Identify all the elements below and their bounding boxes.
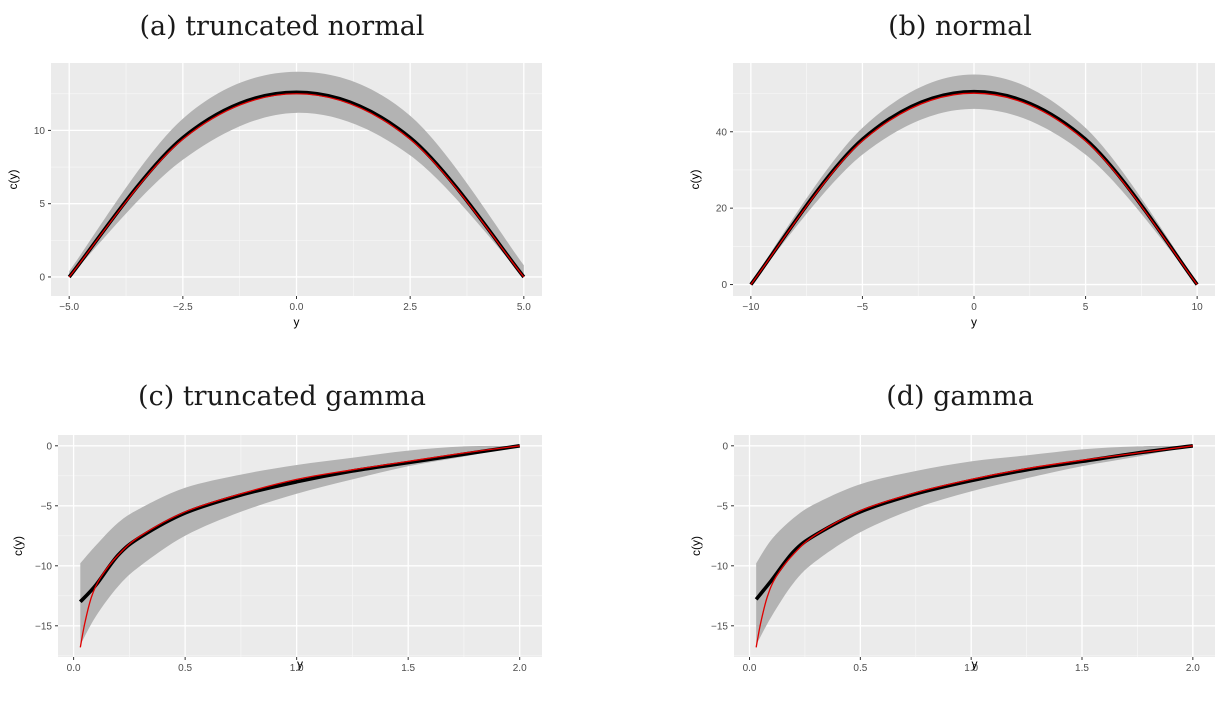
panel-title: (d) gamma	[886, 381, 1034, 412]
confidence-band	[80, 445, 520, 645]
x-tick-label: −5	[857, 302, 869, 313]
x-tick-label: 2.0	[513, 663, 527, 674]
x-tick-label: 0.0	[67, 663, 81, 674]
x-tick-label: 1.0	[964, 663, 978, 674]
x-axis-label: y	[297, 657, 303, 671]
x-tick-label: 0	[971, 302, 977, 313]
y-axis-label: c(y)	[689, 536, 703, 556]
y-tick-label: −5	[717, 501, 729, 512]
y-tick-label: 40	[716, 127, 728, 138]
true-curve-line	[750, 92, 1198, 285]
y-tick-label: 20	[716, 204, 728, 215]
y-tick-label: −5	[41, 501, 53, 512]
x-tick-label: 2.0	[1186, 663, 1200, 674]
y-tick-label: 5	[39, 199, 45, 210]
y-tick-label: −15	[35, 621, 52, 632]
y-tick-label: −10	[711, 561, 728, 572]
x-tick-label: 0.0	[290, 302, 304, 313]
estimate-line	[754, 444, 1194, 601]
x-tick-label: 2.5	[403, 302, 417, 313]
y-tick-label: −10	[35, 561, 52, 572]
true-curve-line	[79, 445, 520, 648]
y-axis-label: c(y)	[688, 170, 702, 190]
confidence-band	[69, 71, 524, 277]
y-tick-label: −15	[711, 621, 728, 632]
x-tick-label: −2.5	[173, 302, 193, 313]
y-tick-label: 0	[46, 441, 52, 452]
x-tick-label: −10	[742, 302, 759, 313]
x-tick-label: 5	[1083, 302, 1089, 313]
x-tick-label: 0.0	[743, 663, 757, 674]
y-tick-label: 10	[34, 126, 46, 137]
x-tick-label: 10	[1192, 302, 1204, 313]
confidence-band	[756, 445, 1193, 645]
panel-title: (b) normal	[888, 11, 1032, 42]
panel-d: (d) gamma 0.0 0.5 1.0 1.5 2.0 0 −5 −10 −15 y c(y)	[689, 381, 1215, 674]
panel-a: (a) truncated normal −5.0 −2.5 0.0 2.5 5.0 0 5 1…	[6, 11, 542, 329]
panel-b: (b) normal −10 −5 0 5 10 0 20 40 y c(y)	[688, 11, 1215, 329]
y-tick-label: 0	[721, 280, 727, 291]
x-axis-label: y	[971, 315, 977, 329]
panel-title: (c) truncated gamma	[138, 381, 426, 412]
x-tick-label: 1.5	[401, 663, 415, 674]
y-axis-label: c(y)	[6, 170, 20, 190]
y-axis-label: c(y)	[11, 536, 25, 556]
x-tick-label: 0.5	[178, 663, 192, 674]
x-tick-label: −5.0	[59, 302, 79, 313]
y-tick-label: 0	[39, 272, 45, 283]
panel-title: (a) truncated normal	[139, 11, 424, 42]
true-curve-line	[68, 93, 525, 278]
x-tick-label: 1.5	[1075, 663, 1089, 674]
true-curve-line	[755, 445, 1193, 648]
x-axis-label: y	[972, 657, 978, 671]
y-tick-label: 0	[722, 441, 728, 452]
x-tick-label: 1.0	[290, 663, 304, 674]
x-axis-label: y	[294, 315, 300, 329]
panel-c: (c) truncated gamma 0.0 0.5 1.0 1.5 2.0 0 −5 −10…	[11, 381, 542, 674]
x-tick-label: 5.0	[517, 302, 531, 313]
x-tick-label: 0.5	[853, 663, 867, 674]
